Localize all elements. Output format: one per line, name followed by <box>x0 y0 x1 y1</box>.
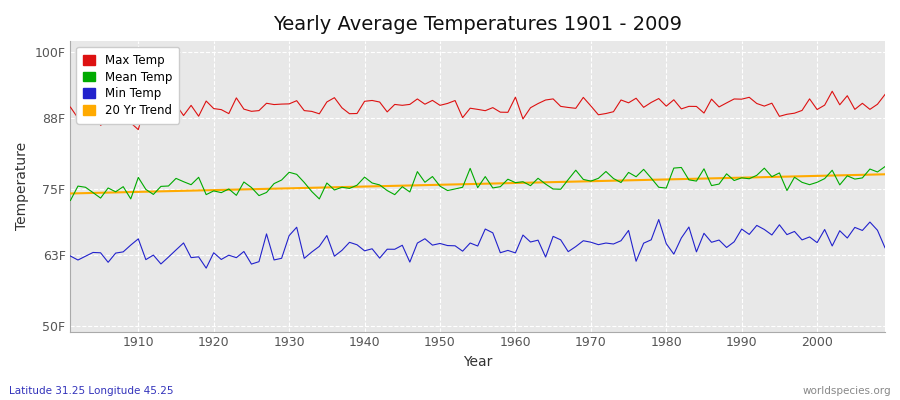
X-axis label: Year: Year <box>463 355 492 369</box>
Legend: Max Temp, Mean Temp, Min Temp, 20 Yr Trend: Max Temp, Mean Temp, Min Temp, 20 Yr Tre… <box>76 47 179 124</box>
Y-axis label: Temperature: Temperature <box>15 142 29 230</box>
Title: Yearly Average Temperatures 1901 - 2009: Yearly Average Temperatures 1901 - 2009 <box>274 15 682 34</box>
Text: worldspecies.org: worldspecies.org <box>803 386 891 396</box>
Text: Latitude 31.25 Longitude 45.25: Latitude 31.25 Longitude 45.25 <box>9 386 174 396</box>
